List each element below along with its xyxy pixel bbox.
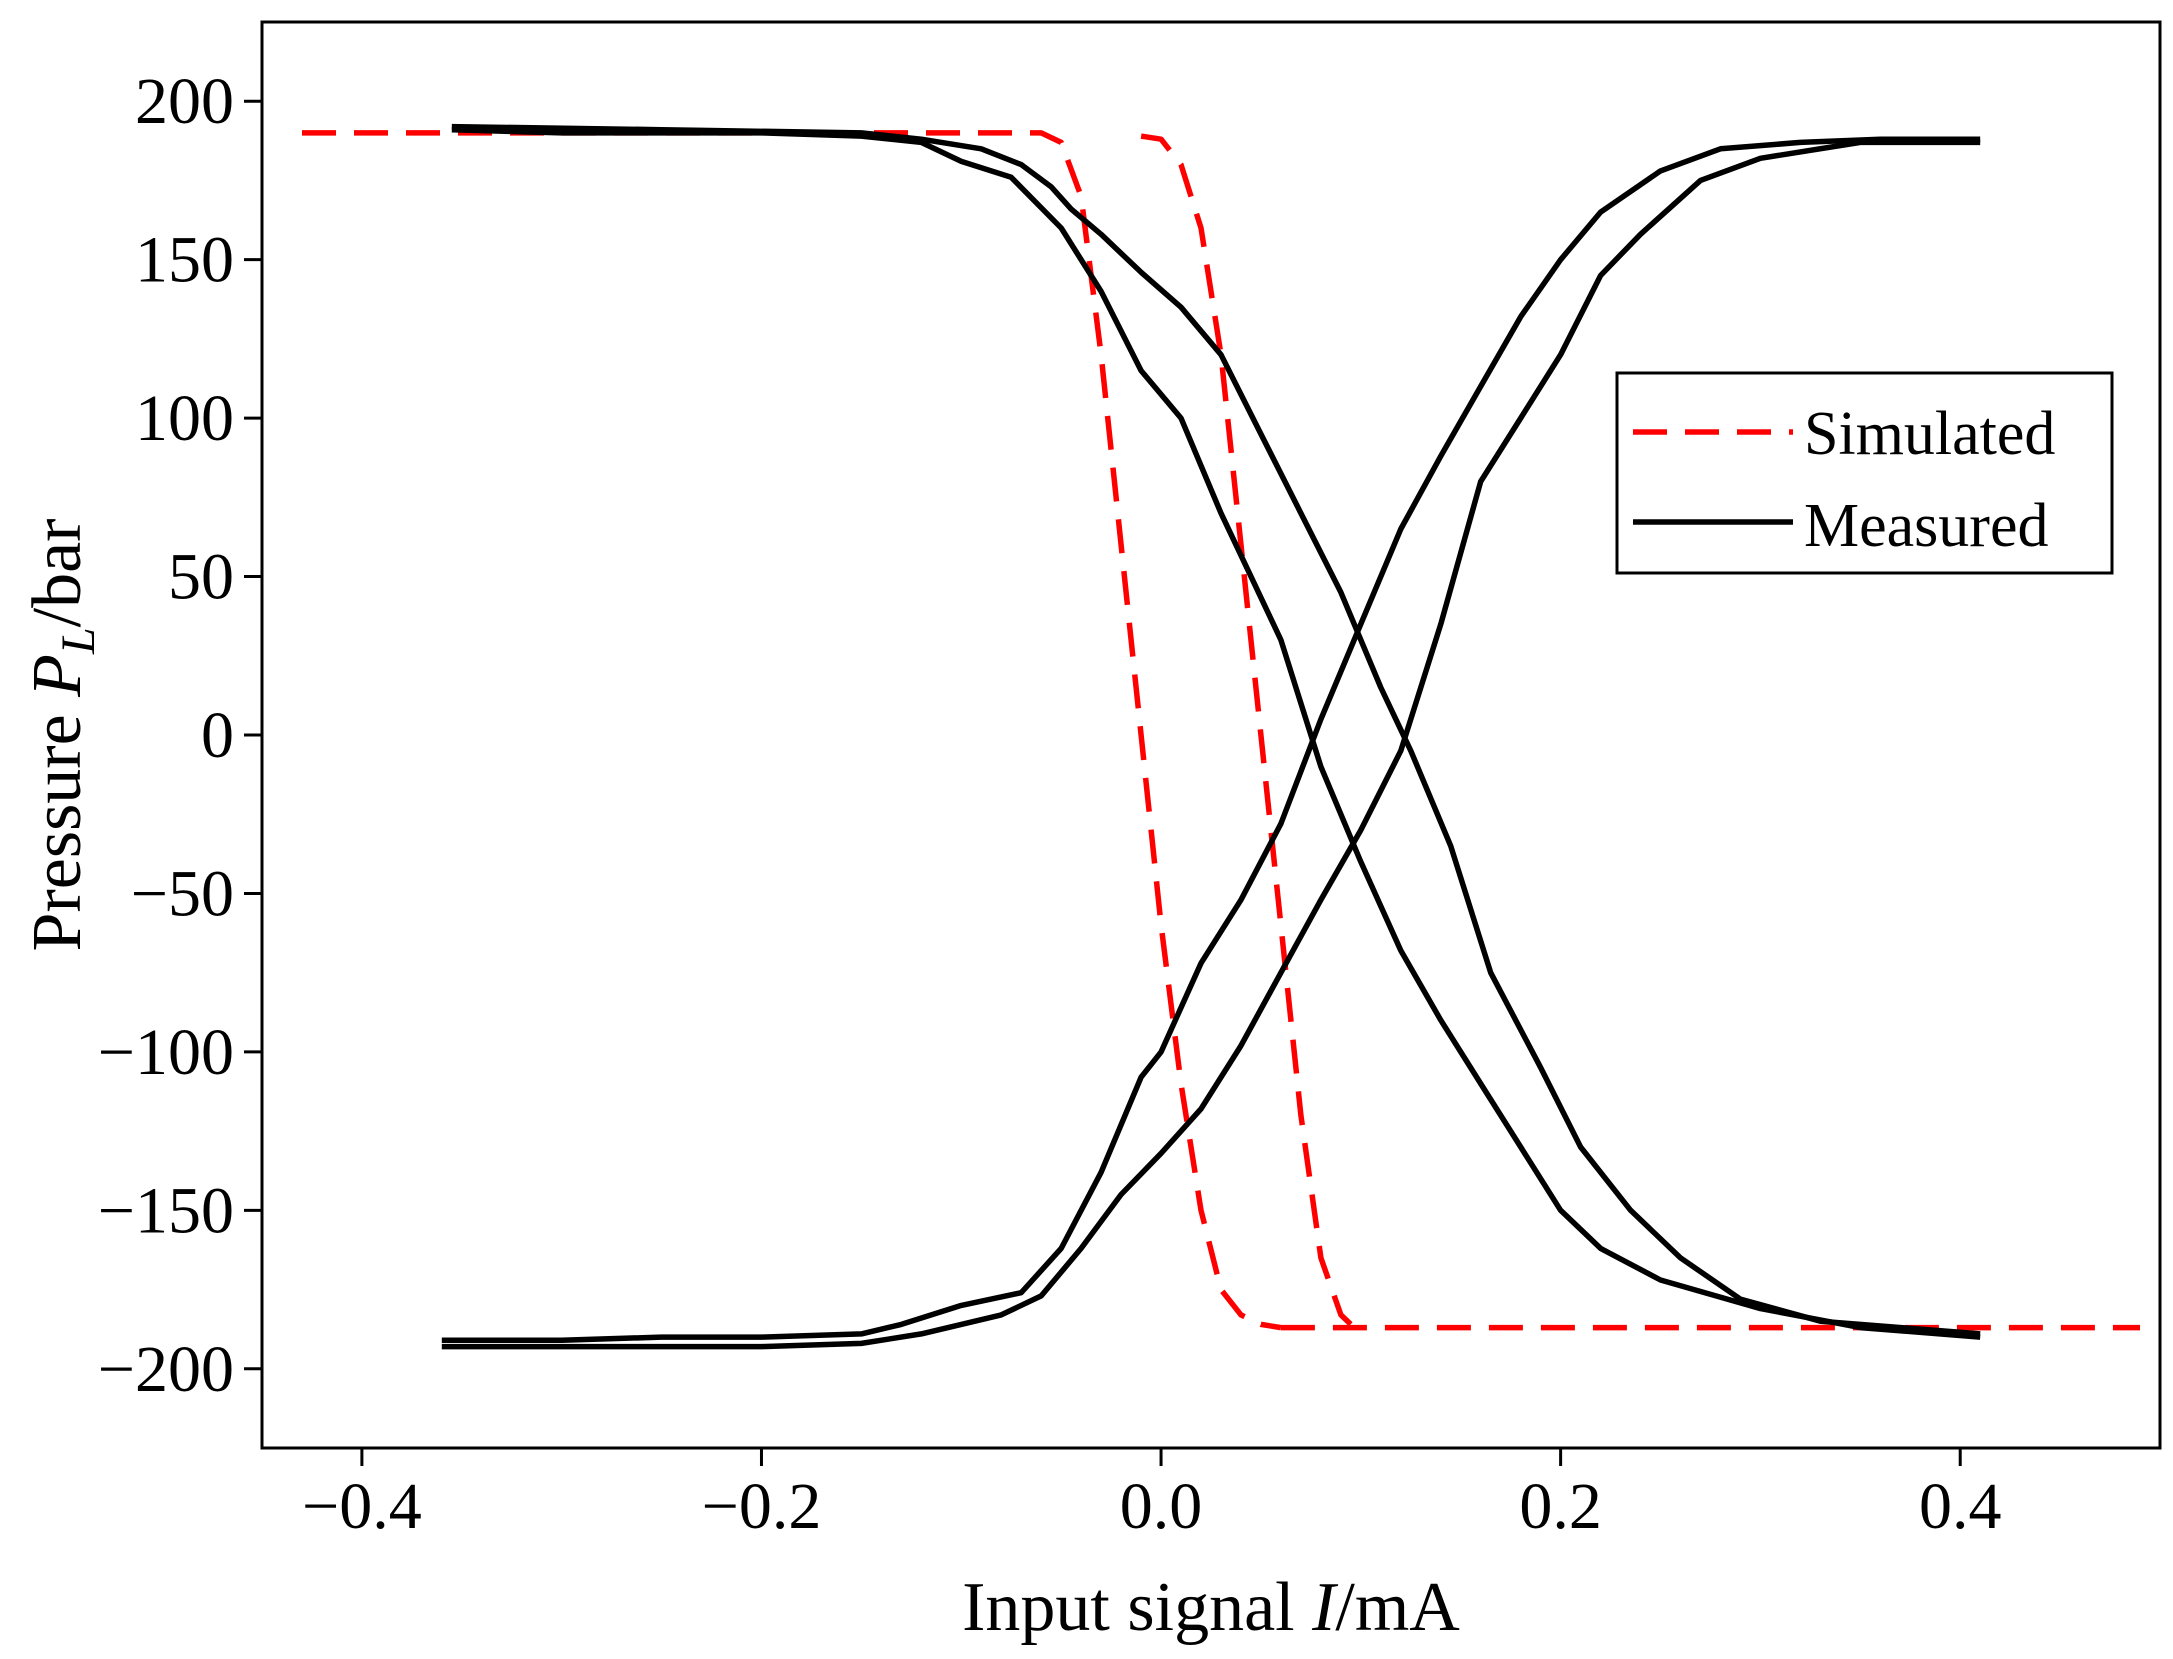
y-tick-label: −200 bbox=[98, 1333, 234, 1406]
series-measured-curve-4 bbox=[441, 139, 1981, 1350]
y-axis-title-subscript: L bbox=[52, 627, 105, 655]
y-tick-label: 0 bbox=[201, 699, 234, 772]
y-axis-title-suffix: /bar bbox=[19, 519, 96, 628]
y-tick-label: 200 bbox=[135, 65, 234, 138]
y-axis-title: Pressure PL/bar bbox=[19, 519, 105, 952]
axes-layer: −0.4 −0.2 0.0 0.2 0.4 200 150 100 50 0 −50 −100 −150… bbox=[98, 65, 2002, 1543]
y-tick-label: −100 bbox=[98, 1016, 234, 1089]
x-tick-label: 0.2 bbox=[1519, 1470, 1602, 1543]
x-axis-title-italic: I bbox=[1311, 1569, 1339, 1646]
legend: Simulated Measured bbox=[1615, 371, 2114, 575]
series-measured-curve-2 bbox=[451, 123, 1981, 1337]
series-measured-curve-1 bbox=[451, 126, 1981, 1340]
legend-label-simulated: Simulated bbox=[1804, 400, 2055, 468]
x-axis-title-prefix: Input signal bbox=[962, 1569, 1312, 1646]
y-tick-label: 50 bbox=[168, 541, 234, 614]
x-axis-title-suffix: /mA bbox=[1335, 1569, 1460, 1646]
series-simulated-curve-1 bbox=[302, 130, 1282, 1331]
series-measured-curve-3 bbox=[441, 136, 1981, 1344]
x-tick-label: −0.2 bbox=[702, 1470, 822, 1543]
x-tick-label: 0.4 bbox=[1919, 1470, 2002, 1543]
legend-label-measured: Measured bbox=[1804, 492, 2048, 560]
legend-box bbox=[1615, 371, 2114, 575]
series-layer bbox=[302, 123, 2140, 1350]
y-tick-label: 100 bbox=[135, 382, 234, 455]
x-axis-title: Input signal I/mA bbox=[962, 1569, 1460, 1646]
y-axis-title-italic: P bbox=[19, 654, 96, 698]
y-tick-label: −50 bbox=[131, 857, 234, 930]
x-tick-label: 0.0 bbox=[1120, 1470, 1203, 1543]
x-tick-label: −0.4 bbox=[302, 1470, 422, 1543]
y-tick-label: 150 bbox=[135, 224, 234, 297]
y-tick-label: −150 bbox=[98, 1174, 234, 1247]
y-axis-title-prefix: Pressure bbox=[19, 697, 96, 952]
series-simulated-curve-3 bbox=[1140, 133, 1353, 1327]
